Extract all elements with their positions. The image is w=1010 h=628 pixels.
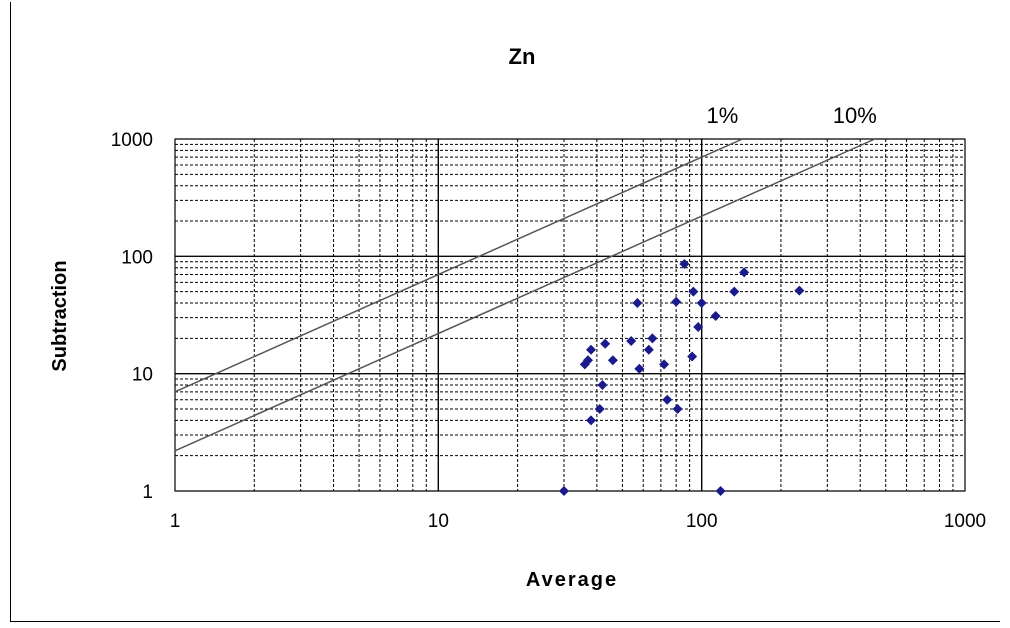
x-tick-label: 1000: [944, 511, 986, 532]
data-point: [626, 335, 637, 346]
data-point: [671, 296, 682, 307]
y-tick-label: 1000: [111, 130, 153, 151]
data-point: [594, 403, 605, 414]
data-point: [794, 285, 805, 296]
data-point: [632, 298, 643, 309]
y-tick-label: 1: [142, 482, 153, 503]
data-point: [558, 486, 569, 496]
reference-line: [174, 138, 743, 393]
data-point: [729, 286, 740, 297]
data-point: [739, 267, 750, 278]
y-tick-label: 100: [121, 247, 153, 268]
data-point: [710, 311, 721, 322]
reference-line-label: 10%: [833, 103, 877, 128]
x-tick-label: 100: [686, 511, 718, 532]
grid: [174, 138, 966, 492]
data-point: [634, 363, 645, 374]
reference-line: [174, 138, 876, 452]
chart-title: Zn: [509, 44, 536, 69]
data-point: [672, 403, 683, 414]
data-point: [643, 344, 654, 355]
data-point: [659, 359, 670, 370]
data-point: [600, 338, 611, 349]
plot-area: [174, 138, 966, 492]
data-point: [597, 380, 608, 391]
data-point: [715, 486, 726, 496]
y-tick-label: 10: [132, 365, 153, 386]
data-point: [662, 394, 673, 405]
reference-line-label: 1%: [707, 103, 739, 128]
data-point: [687, 351, 698, 362]
data-point: [582, 355, 593, 366]
x-tick-label: 1: [170, 511, 181, 532]
y-axis-label: Subtraction: [49, 260, 71, 371]
chart-frame: [10, 2, 1000, 622]
x-axis-label: Average: [526, 569, 618, 591]
data-points: [558, 259, 805, 496]
tick-labels: 1 10 100 1000 1 10 100 1000: [111, 130, 986, 532]
data-point: [647, 333, 658, 344]
data-point: [696, 298, 707, 309]
x-tick-label: 10: [428, 511, 449, 532]
data-point: [679, 259, 690, 270]
data-point: [688, 286, 699, 297]
data-point: [607, 355, 618, 366]
data-point: [586, 344, 597, 355]
reference-lines: 1% 10%: [174, 103, 877, 452]
data-point: [693, 321, 704, 332]
data-point: [586, 415, 597, 426]
